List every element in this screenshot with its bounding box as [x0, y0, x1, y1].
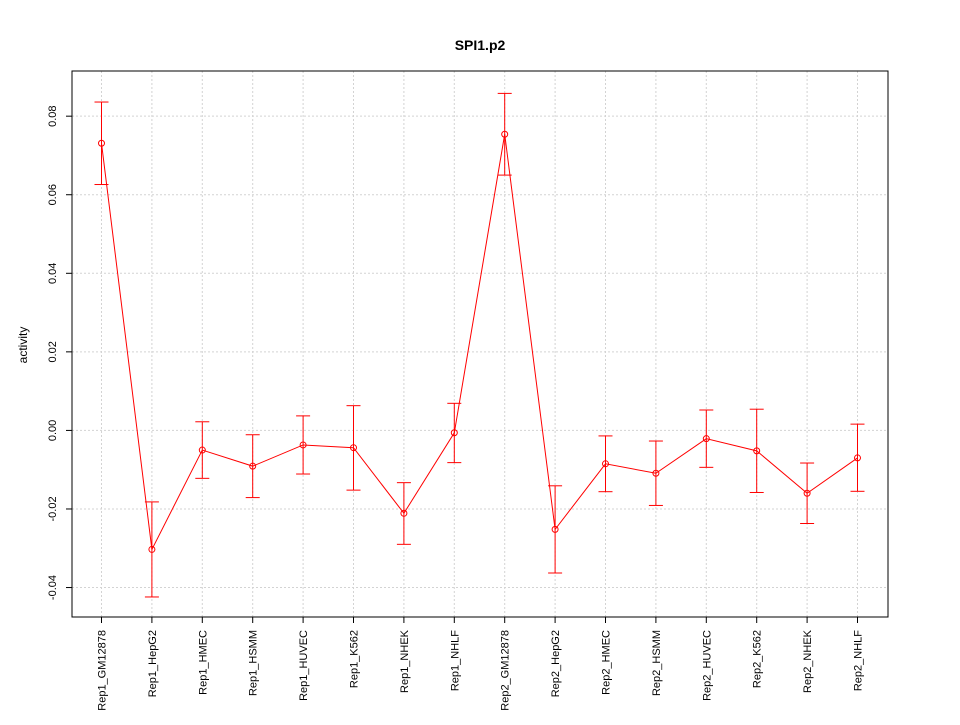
x-tick-label: Rep1_HMEC [197, 630, 209, 695]
series-line [101, 134, 858, 552]
data-point [400, 509, 408, 517]
y-axis-label: activity [16, 327, 30, 364]
x-tick-label: Rep1_GM12878 [97, 630, 109, 711]
data-point [803, 489, 811, 497]
marks-layer [94, 92, 865, 598]
chart-title: SPI1.p2 [455, 37, 506, 53]
x-tick-label: Rep2_NHEK [802, 629, 814, 693]
data-point [602, 460, 609, 468]
x-tick-label: Rep1_HepG2 [147, 630, 159, 697]
x-tick-label: Rep2_HSMM [651, 630, 663, 696]
y-tick-label: -0.02 [47, 496, 59, 521]
x-tick-label: Rep1_HSMM [248, 630, 260, 696]
x-tick-label: Rep1_NHLF [449, 630, 461, 691]
grid-layer [72, 71, 888, 617]
y-tick-label: 0.00 [47, 420, 59, 441]
plot-frame [71, 70, 889, 618]
data-point [551, 525, 559, 533]
data-point [450, 429, 458, 437]
x-tick-label: Rep1_NHEK [399, 629, 411, 693]
x-tick-label: Rep2_HepG2 [550, 630, 562, 697]
y-tick-label: 0.08 [47, 105, 59, 126]
data-point [98, 139, 105, 147]
x-tick-label: Rep1_K562 [349, 630, 361, 688]
data-point [854, 454, 861, 462]
data-point [249, 462, 257, 470]
y-tick-label: 0.04 [47, 263, 59, 284]
x-tick-label: Rep1_HUVEC [298, 630, 310, 701]
data-point [702, 435, 710, 443]
x-tick-label: Rep2_NHLF [853, 630, 865, 691]
data-point [299, 441, 307, 449]
data-point [652, 469, 660, 477]
data-point [501, 130, 509, 138]
y-tick-label: 0.02 [47, 341, 59, 362]
data-point [148, 545, 156, 553]
x-tick-label: Rep2_K562 [752, 630, 764, 688]
y-tick-label: 0.06 [47, 184, 59, 205]
x-tick-label: Rep2_HUVEC [701, 630, 713, 701]
data-point [753, 447, 761, 455]
data-point [350, 444, 357, 452]
data-point [198, 446, 206, 454]
axes-layer: -0.04 -0.02 0.00 0.02 0.04 0.06 0.08 Rep1_GM128… [47, 105, 865, 710]
x-tick-label: Rep2_HMEC [601, 630, 613, 695]
y-tick-label: -0.04 [47, 575, 59, 600]
x-tick-label: Rep2_GM12878 [500, 630, 512, 711]
